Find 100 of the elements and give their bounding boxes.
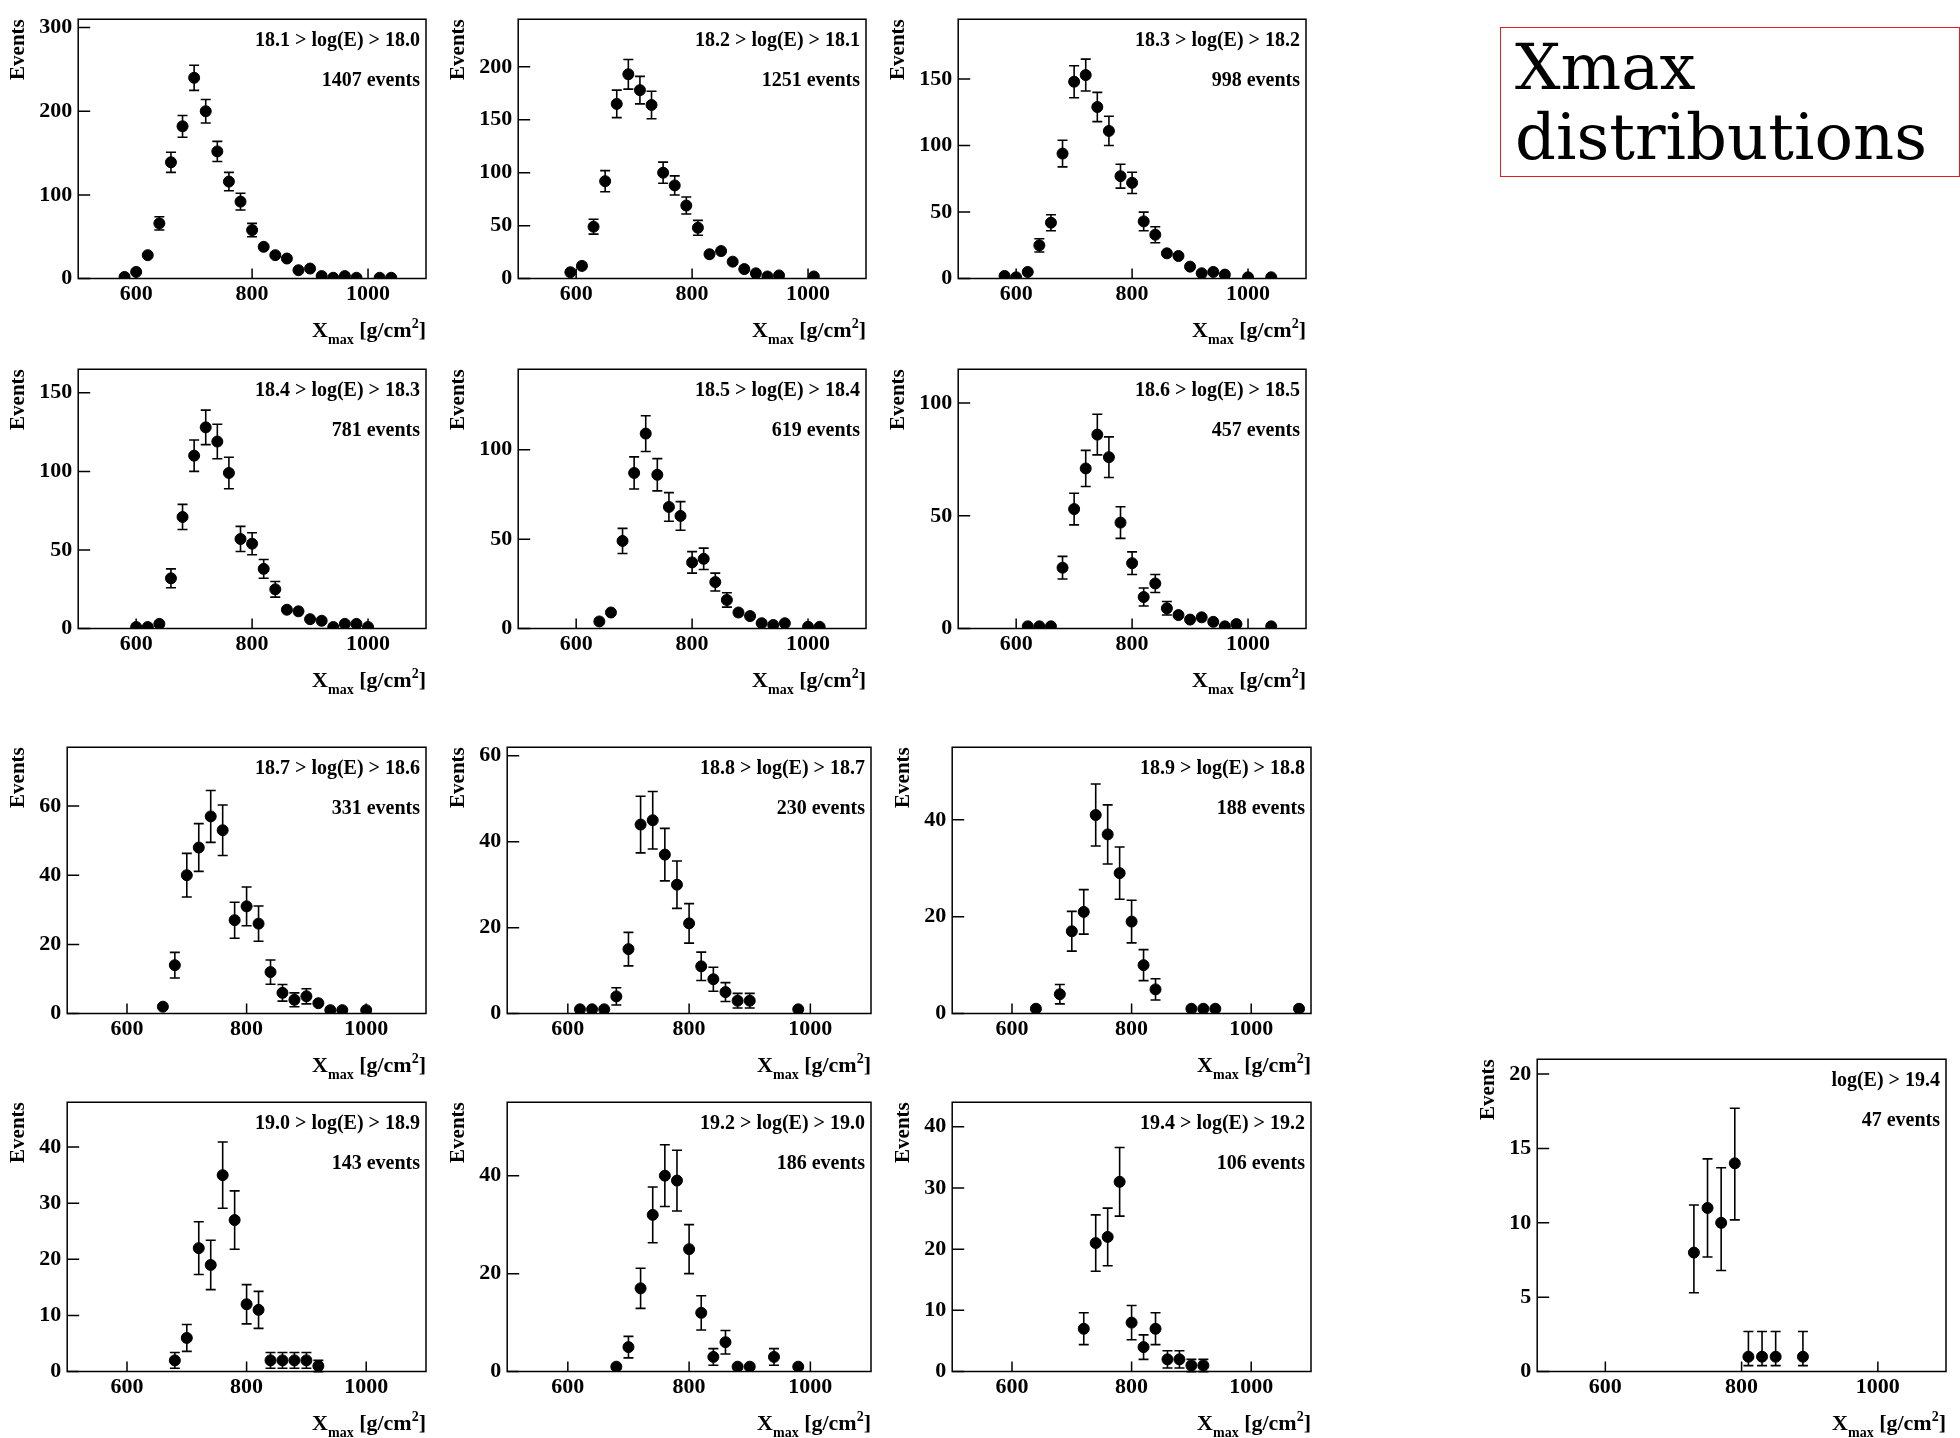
point bbox=[240, 1298, 253, 1311]
point bbox=[586, 1003, 599, 1014]
point bbox=[610, 1360, 623, 1372]
point bbox=[1195, 267, 1208, 279]
y-tick-label: 20 bbox=[39, 1245, 62, 1271]
point bbox=[257, 240, 270, 253]
annotation: 18.8 > log(E) > 18.7 bbox=[699, 756, 865, 780]
y-tick-label: 150 bbox=[479, 105, 513, 131]
point bbox=[153, 617, 166, 629]
y-axis-title: Events bbox=[445, 747, 470, 808]
y-tick-label: 150 bbox=[39, 378, 73, 404]
y-axis-title: Events bbox=[5, 19, 30, 80]
point bbox=[651, 468, 664, 481]
point bbox=[350, 617, 363, 629]
point bbox=[749, 267, 762, 279]
point bbox=[1137, 1341, 1150, 1354]
point bbox=[1172, 609, 1185, 622]
annotation: 19.4 > log(E) > 19.2 bbox=[1139, 1111, 1305, 1135]
x-tick-label: 800 bbox=[675, 630, 709, 656]
x-tick-label: 1000 bbox=[1229, 1015, 1274, 1041]
point bbox=[234, 532, 247, 545]
point bbox=[312, 997, 325, 1010]
text: Xmax distributions bbox=[1500, 27, 1960, 177]
y-tick-label: 0 bbox=[501, 614, 513, 640]
point bbox=[573, 1003, 586, 1014]
y-tick-label: 30 bbox=[924, 1173, 947, 1199]
x-tick-label: 800 bbox=[235, 630, 269, 656]
annotation: 47 events bbox=[1861, 1108, 1941, 1131]
point bbox=[280, 252, 293, 265]
y-tick-label: 50 bbox=[930, 501, 953, 527]
point bbox=[216, 1169, 229, 1182]
point bbox=[1113, 1175, 1126, 1188]
point bbox=[1137, 591, 1150, 604]
point bbox=[252, 1303, 265, 1316]
point bbox=[1701, 1201, 1714, 1214]
point bbox=[269, 249, 282, 262]
y-tick-label: 200 bbox=[39, 96, 73, 122]
x-tick-label: 1000 bbox=[346, 280, 391, 306]
annotation: 18.4 > log(E) > 18.3 bbox=[254, 378, 420, 402]
point bbox=[141, 249, 154, 262]
annotation: 998 events bbox=[1211, 68, 1301, 91]
point bbox=[744, 610, 757, 623]
point bbox=[1185, 1002, 1198, 1014]
y-tick-label: 150 bbox=[919, 64, 953, 90]
point bbox=[1742, 1350, 1755, 1363]
y-tick-label: 40 bbox=[479, 827, 502, 853]
x-tick-label: 1000 bbox=[788, 1373, 833, 1399]
y-axis-title: Events bbox=[5, 1102, 30, 1163]
point bbox=[731, 1360, 744, 1372]
point bbox=[1195, 611, 1208, 624]
y-tick-label: 20 bbox=[479, 913, 502, 939]
y-tick-label: 15 bbox=[1509, 1134, 1532, 1160]
y-tick-label: 0 bbox=[50, 1357, 62, 1383]
point bbox=[1293, 1002, 1306, 1014]
annotation: 106 events bbox=[1216, 1151, 1306, 1174]
point bbox=[176, 510, 189, 523]
y-tick-label: 300 bbox=[39, 13, 73, 39]
y-tick-label: 30 bbox=[39, 1188, 62, 1214]
point bbox=[336, 1004, 349, 1014]
point bbox=[304, 613, 317, 626]
point bbox=[1172, 249, 1185, 262]
y-tick-label: 0 bbox=[61, 264, 73, 290]
x-tick-label: 1000 bbox=[344, 1015, 389, 1041]
y-tick-label: 0 bbox=[935, 1357, 947, 1383]
annotation: 1407 events bbox=[321, 68, 421, 91]
point bbox=[1769, 1350, 1782, 1363]
y-tick-label: 50 bbox=[490, 524, 513, 550]
point bbox=[715, 245, 728, 258]
annotation: 18.2 > log(E) > 18.1 bbox=[694, 28, 860, 52]
point bbox=[1149, 983, 1162, 996]
annotation: 19.2 > log(E) > 19.0 bbox=[699, 1111, 865, 1135]
y-tick-label: 100 bbox=[39, 457, 73, 483]
x-tick-label: 800 bbox=[1115, 280, 1149, 306]
annotation: 18.9 > log(E) > 18.8 bbox=[1139, 756, 1305, 780]
point bbox=[1207, 265, 1220, 278]
y-tick-label: 60 bbox=[39, 791, 62, 817]
x-tick-label: 600 bbox=[999, 630, 1033, 656]
annotation: 188 events bbox=[1216, 796, 1306, 819]
x-tick-label: 800 bbox=[230, 1373, 264, 1399]
x-tick-label: 600 bbox=[995, 1373, 1029, 1399]
point bbox=[622, 943, 635, 956]
point bbox=[773, 269, 786, 279]
y-axis-title: Events bbox=[445, 19, 470, 80]
point bbox=[1056, 561, 1069, 574]
point bbox=[1218, 268, 1231, 279]
y-tick-label: 10 bbox=[39, 1301, 62, 1327]
y-tick-label: 40 bbox=[924, 805, 947, 831]
point bbox=[1209, 1002, 1222, 1014]
point bbox=[616, 534, 629, 547]
y-tick-label: 0 bbox=[50, 999, 62, 1025]
annotation: 18.1 > log(E) > 18.0 bbox=[254, 28, 420, 52]
x-tick-label: 600 bbox=[551, 1015, 585, 1041]
y-axis-title: Events bbox=[1475, 1059, 1500, 1120]
y-tick-label: 0 bbox=[1520, 1357, 1532, 1383]
y-axis-title: Events bbox=[445, 1102, 470, 1163]
y-tick-label: 40 bbox=[39, 1132, 62, 1158]
y-tick-label: 10 bbox=[924, 1296, 947, 1322]
x-tick-label: 600 bbox=[999, 280, 1033, 306]
point bbox=[211, 435, 224, 448]
point bbox=[778, 617, 791, 629]
